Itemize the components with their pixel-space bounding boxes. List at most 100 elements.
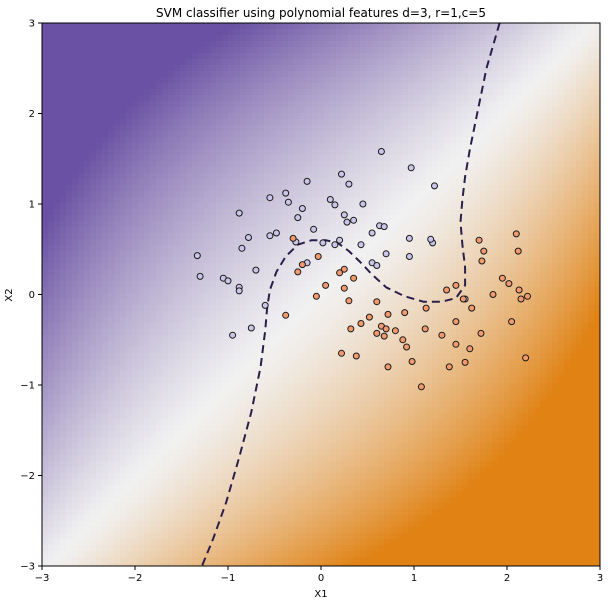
data-point-class-0 [225, 278, 231, 284]
data-point-class-0 [351, 217, 357, 223]
data-point-class-1 [523, 355, 529, 361]
chart-title: SVM classifier using polynomial features… [156, 6, 486, 20]
y-tick-label: 2 [29, 109, 35, 120]
data-point-class-1 [315, 254, 321, 260]
data-point-class-1 [290, 235, 296, 241]
data-point-class-0 [360, 201, 366, 207]
data-point-class-0 [341, 212, 347, 218]
data-point-class-0 [378, 149, 384, 155]
data-point-class-1 [409, 359, 415, 365]
data-point-class-1 [479, 258, 485, 264]
data-point-class-1 [299, 262, 305, 268]
x-tick-label: 0 [318, 573, 324, 584]
data-point-class-0 [230, 332, 236, 338]
data-point-class-1 [446, 364, 452, 370]
data-point-class-1 [323, 282, 329, 288]
data-point-class-1 [404, 344, 410, 350]
y-tick-label: 3 [29, 19, 35, 30]
y-tick-label: −1 [20, 381, 35, 392]
data-point-class-0 [369, 230, 375, 236]
data-point-class-1 [439, 332, 445, 338]
x-tick-label: 2 [504, 573, 510, 584]
data-point-class-1 [383, 326, 389, 332]
data-point-class-1 [385, 311, 391, 317]
decision-function-background [42, 23, 601, 570]
data-point-class-1 [402, 310, 408, 316]
data-point-class-0 [383, 251, 389, 257]
x-tick-label: 3 [597, 573, 603, 584]
data-point-class-0 [406, 254, 412, 260]
data-point-class-1 [353, 353, 359, 359]
data-point-class-0 [332, 242, 338, 248]
data-point-class-1 [374, 330, 380, 336]
x-tick-label: −1 [221, 573, 236, 584]
data-point-class-1 [346, 298, 352, 304]
data-point-class-1 [400, 337, 406, 343]
y-tick-label: 1 [29, 200, 35, 211]
data-point-class-0 [311, 226, 317, 232]
data-point-class-1 [509, 319, 515, 325]
data-point-class-0 [304, 178, 310, 184]
data-point-class-0 [406, 235, 412, 241]
data-point-class-1 [366, 314, 372, 320]
data-point-class-0 [285, 199, 291, 205]
data-point-class-1 [481, 248, 487, 254]
data-point-class-0 [344, 219, 350, 225]
data-point-class-1 [422, 326, 428, 332]
data-point-class-1 [374, 299, 380, 305]
x-tick-label: −2 [128, 573, 143, 584]
data-point-class-1 [392, 328, 398, 334]
data-point-class-0 [428, 236, 434, 242]
data-point-class-1 [313, 293, 319, 299]
data-point-class-1 [515, 248, 521, 254]
data-point-class-0 [332, 202, 338, 208]
data-point-class-0 [381, 224, 387, 230]
y-tick-label: −3 [20, 562, 35, 573]
data-point-class-1 [341, 285, 347, 291]
data-point-class-0 [267, 195, 273, 201]
data-point-class-1 [418, 384, 424, 390]
data-point-class-1 [476, 237, 482, 243]
x-tick-label: 1 [411, 573, 417, 584]
data-point-class-1 [283, 312, 289, 318]
data-point-class-1 [295, 269, 301, 275]
data-point-class-0 [262, 302, 268, 308]
data-point-class-0 [432, 183, 438, 189]
data-point-class-1 [469, 305, 475, 311]
data-point-class-1 [453, 341, 459, 347]
data-point-class-0 [295, 215, 301, 221]
data-point-class-0 [253, 267, 259, 273]
data-point-class-1 [460, 296, 466, 302]
data-point-class-1 [513, 231, 519, 237]
data-point-class-0 [408, 165, 414, 171]
data-point-class-1 [444, 287, 450, 293]
data-point-class-1 [478, 330, 484, 336]
data-point-class-1 [351, 275, 357, 281]
data-point-class-1 [462, 359, 468, 365]
data-point-class-1 [348, 326, 354, 332]
data-point-class-0 [248, 325, 254, 331]
data-point-class-0 [236, 288, 242, 294]
data-point-class-0 [283, 190, 289, 196]
data-point-class-0 [239, 245, 245, 251]
data-point-class-0 [358, 242, 364, 248]
y-axis-ticks: −3 −2 −1 0 1 2 3 [20, 19, 42, 573]
data-point-class-0 [320, 240, 326, 246]
data-point-class-0 [267, 233, 273, 239]
y-axis-label: X2 [4, 288, 15, 301]
data-point-class-0 [273, 230, 279, 236]
data-point-class-1 [453, 282, 459, 288]
data-point-class-0 [246, 235, 252, 241]
data-point-class-1 [518, 296, 524, 302]
data-point-class-0 [374, 263, 380, 269]
data-point-class-1 [453, 319, 459, 325]
data-point-class-1 [506, 281, 512, 287]
data-point-class-1 [337, 270, 343, 276]
y-tick-label: −2 [20, 471, 35, 482]
data-point-class-1 [423, 305, 429, 311]
data-point-class-0 [346, 181, 352, 187]
y-tick-label: 0 [29, 290, 35, 301]
